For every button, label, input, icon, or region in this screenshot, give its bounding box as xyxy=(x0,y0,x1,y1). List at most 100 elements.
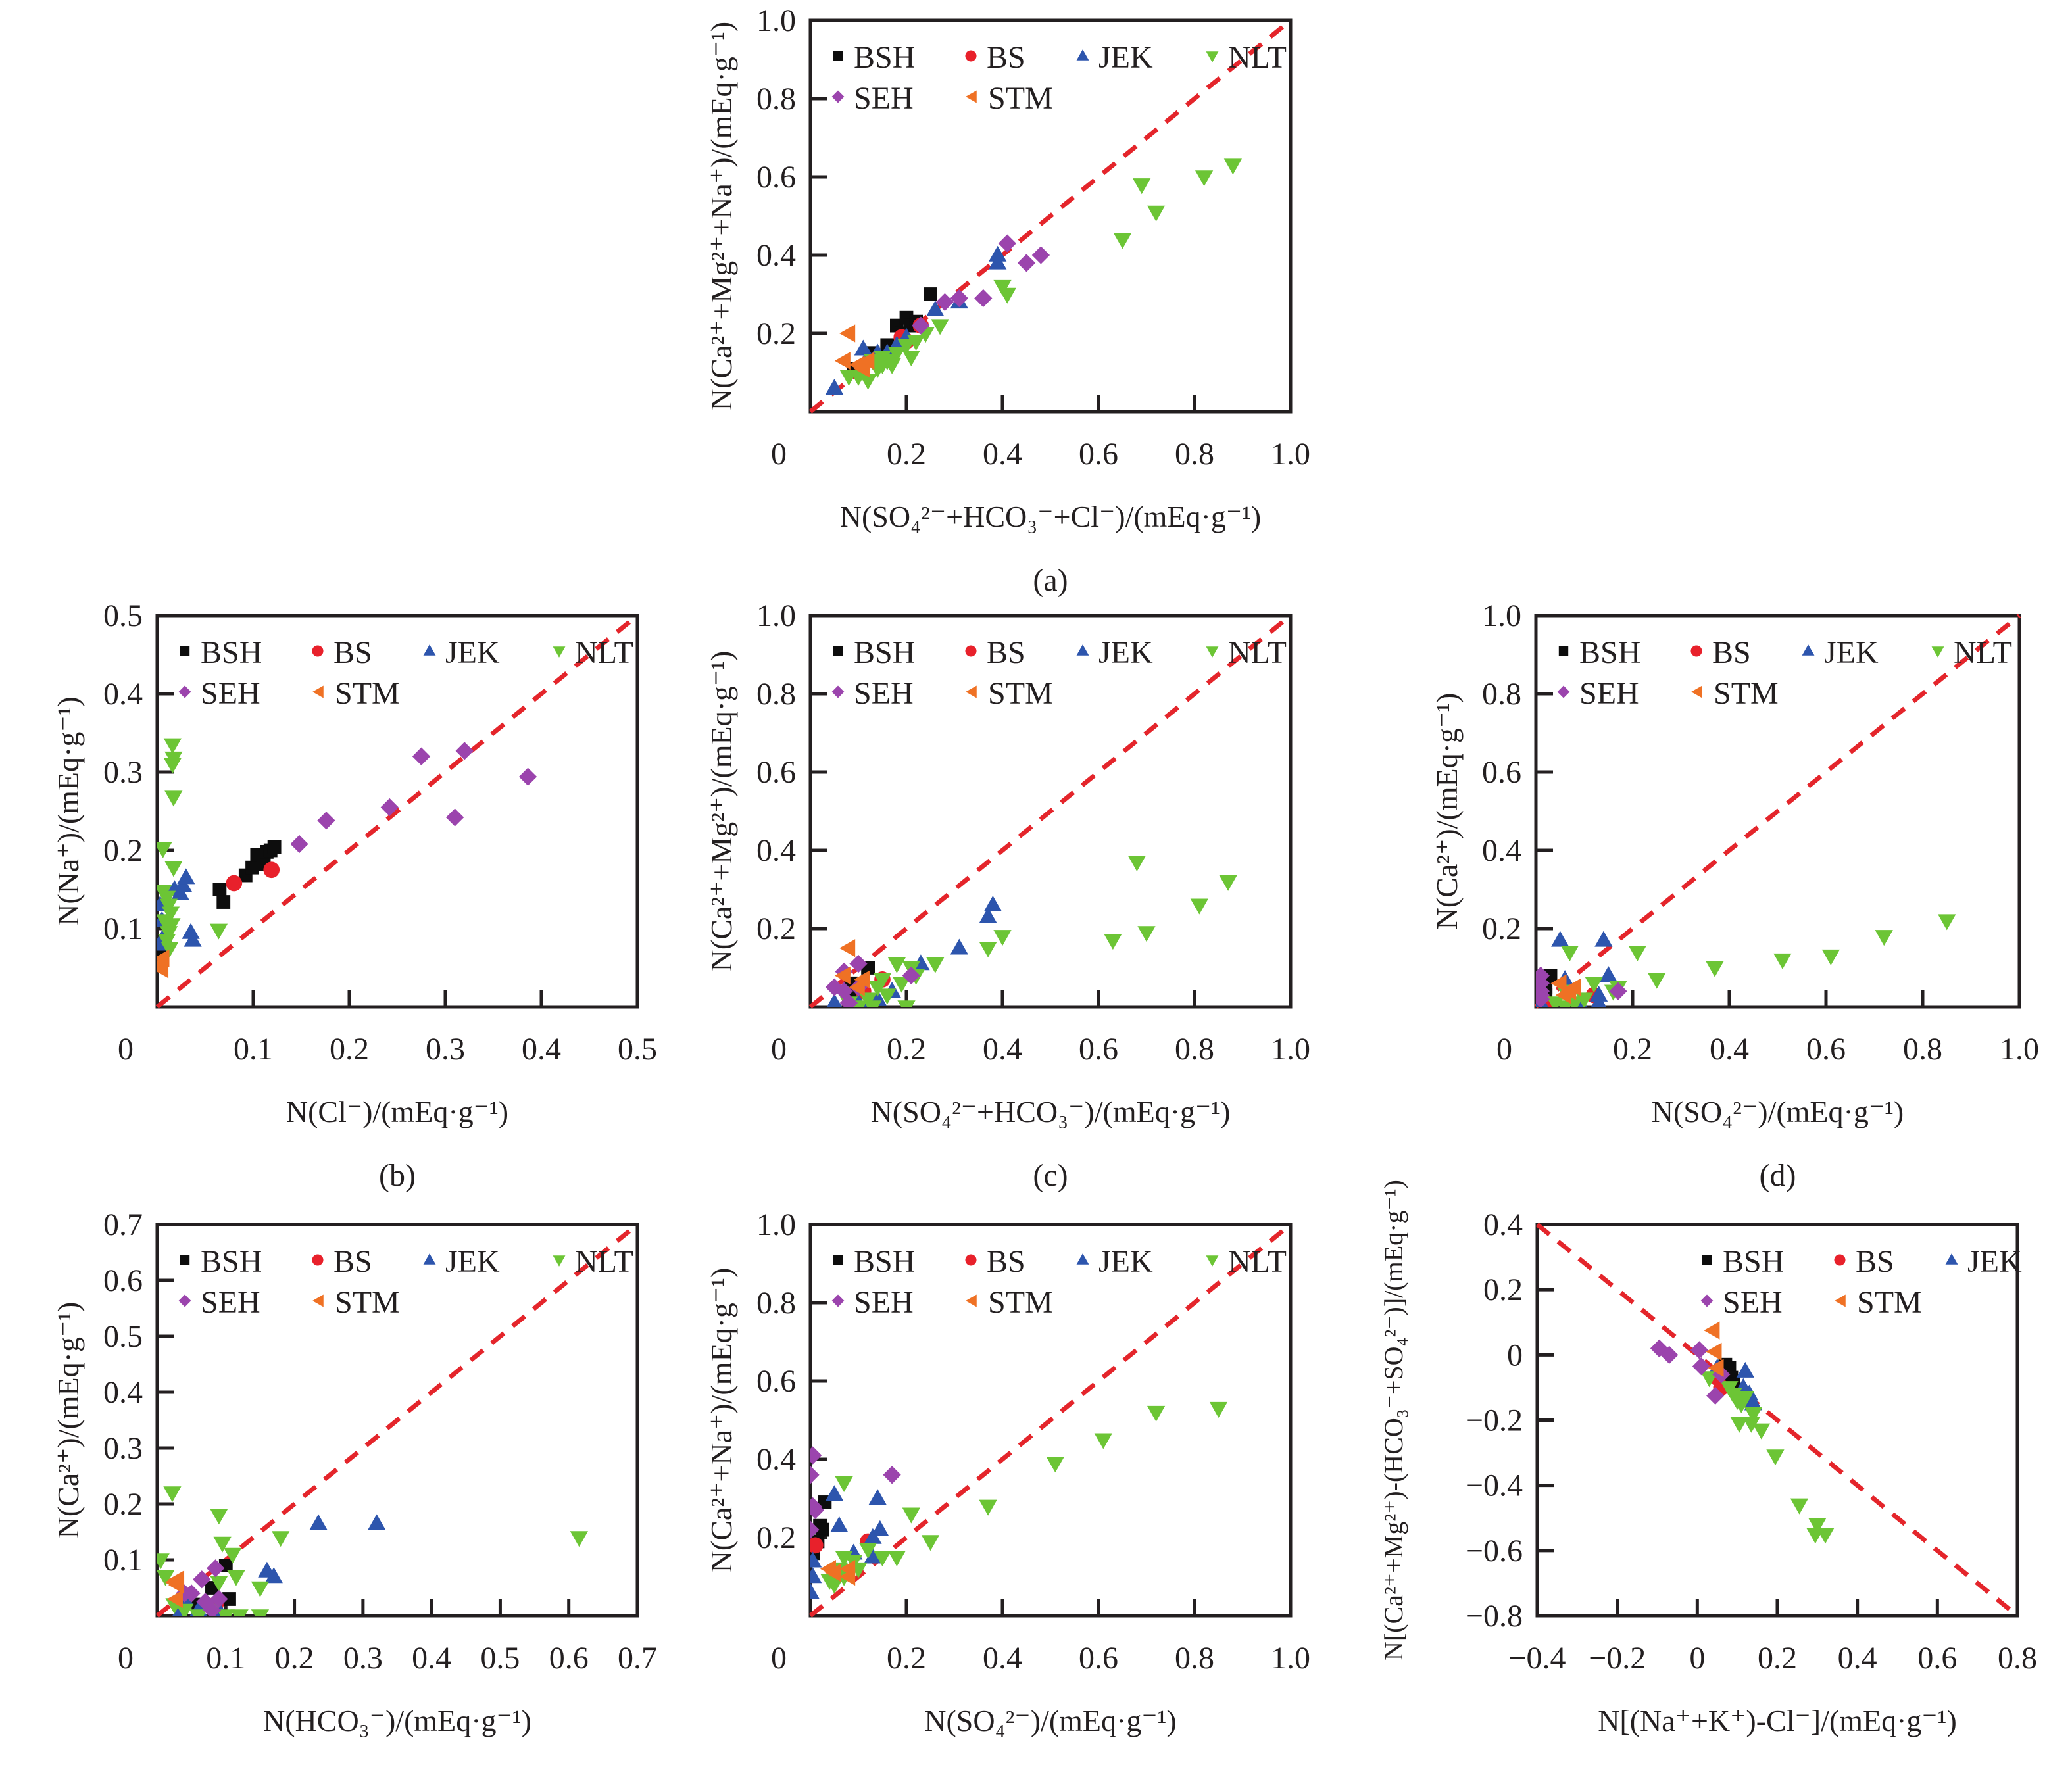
point-nlt xyxy=(189,1609,208,1616)
point-nlt xyxy=(1104,934,1122,950)
point-nlt xyxy=(1752,1423,1771,1440)
legend-marker-stm xyxy=(966,685,977,698)
one-to-one-reference-line xyxy=(1534,614,2021,1009)
point-seh xyxy=(1017,254,1036,272)
x-axis-title: N(HCO₃⁻)/(mEq·g⁻¹) xyxy=(263,1704,531,1737)
point-nlt xyxy=(251,1609,270,1616)
point-nlt xyxy=(1773,953,1792,969)
y-tick-label: −0.6 xyxy=(1466,1534,1523,1568)
y-tick-label: 1.0 xyxy=(756,3,796,38)
point-jek xyxy=(1594,931,1613,947)
point-bsh xyxy=(1543,969,1558,982)
point-nlt xyxy=(1742,1417,1761,1433)
point-bsh xyxy=(212,883,227,896)
y-tick-label: 0.1 xyxy=(103,911,143,946)
legend-marker-stm xyxy=(966,1294,977,1307)
point-nlt xyxy=(1938,914,1956,931)
y-tick-label: 0.1 xyxy=(103,1543,143,1578)
point-stm xyxy=(1555,986,1571,1004)
legend-label-bsh: BSH xyxy=(201,635,262,670)
point-stm xyxy=(1550,974,1567,992)
x-tick-label: 0.6 xyxy=(1079,1641,1118,1676)
y-tick-label: 0.5 xyxy=(103,1319,143,1354)
y-tick-label: 0.3 xyxy=(103,755,143,790)
point-stm xyxy=(1708,1359,1724,1377)
point-nlt xyxy=(926,957,945,973)
point-seh xyxy=(380,798,399,817)
x-tick-label: 0.2 xyxy=(887,1032,926,1067)
y-tick-label: 0.4 xyxy=(756,1442,796,1477)
point-seh xyxy=(455,742,474,760)
legend-marker-nlt xyxy=(1206,51,1219,62)
point-seh xyxy=(445,808,464,827)
legend-marker-bsh xyxy=(833,1255,843,1265)
plot-frame xyxy=(1534,614,2021,1009)
point-nlt xyxy=(883,358,901,374)
panel-e: 0 0.1 0.2 0.3 0.4 0.5 0.6 0.7 0.1 0.2 0.3 0.4 0.5 0.6… xyxy=(51,1207,657,1769)
legend-label-nlt: NLT xyxy=(1954,635,2012,670)
point-seh xyxy=(196,1593,214,1611)
point-seh xyxy=(1692,1357,1711,1376)
legend-marker-seh xyxy=(831,685,845,698)
legend-label-jek: JEK xyxy=(1098,40,1153,75)
point-nlt xyxy=(1127,856,1147,872)
point-nlt xyxy=(864,1000,882,1007)
point-seh xyxy=(974,289,993,308)
legend-label-seh: SEH xyxy=(854,676,914,711)
point-nlt xyxy=(157,1570,175,1586)
y-tick-label: 0.6 xyxy=(1482,755,1521,790)
point-seh xyxy=(849,954,868,973)
legend-marker-nlt xyxy=(1931,646,1944,658)
x-axis-title: N(SO₄²⁻+HCO₃⁻+Cl⁻)/(mEq·g⁻¹) xyxy=(840,500,1262,533)
legend-label-nlt: NLT xyxy=(1228,635,1287,670)
legend-marker-jek xyxy=(1076,644,1089,656)
point-nlt xyxy=(887,347,906,363)
point-bsh xyxy=(245,860,259,875)
x-tick-label: 0.2 xyxy=(330,1032,369,1067)
point-bsh xyxy=(216,895,231,909)
x-tick-label: 0.8 xyxy=(1175,1641,1214,1676)
legend-marker-jek xyxy=(423,1253,436,1265)
x-tick-label: 1.0 xyxy=(1271,1032,1310,1067)
x-tick-label: 0.4 xyxy=(412,1641,451,1676)
point-nlt xyxy=(873,1551,892,1567)
x-tick-label: 0 xyxy=(771,437,787,472)
x-tick-label: 0.6 xyxy=(1806,1032,1846,1067)
point-nlt xyxy=(858,374,877,390)
point-nlt xyxy=(251,1581,270,1597)
panel-g: −0.4 −0.2 0 0.2 0.4 0.6 0.8 −0.8 −0.6 −0.4 −0.2 0 0.… xyxy=(1379,1180,2037,1769)
x-tick-label: 0.3 xyxy=(426,1032,465,1067)
point-jek xyxy=(825,379,844,395)
point-nlt xyxy=(1137,926,1156,942)
point-nlt xyxy=(1113,233,1132,249)
point-seh xyxy=(290,835,308,854)
panel-label: (b) xyxy=(379,1158,416,1193)
legend-label-seh: SEH xyxy=(201,1285,260,1320)
data-markers xyxy=(157,738,537,979)
legend-label-stm: STM xyxy=(335,676,400,711)
point-nlt xyxy=(897,339,916,355)
data-markers xyxy=(157,1486,589,1616)
point-stm xyxy=(1706,1342,1722,1361)
point-jek xyxy=(1551,931,1569,947)
point-nlt xyxy=(176,1603,194,1616)
point-jek xyxy=(264,1567,283,1584)
point-seh xyxy=(883,1466,901,1484)
legend-label-bsh: BSH xyxy=(1723,1244,1784,1279)
point-nlt xyxy=(1585,977,1603,993)
point-nlt xyxy=(216,1609,235,1616)
point-nlt xyxy=(1195,170,1214,187)
legend-marker-bsh xyxy=(180,646,190,656)
y-tick-label: −0.4 xyxy=(1466,1468,1523,1503)
y-tick-label: 0.3 xyxy=(103,1431,143,1466)
point-seh xyxy=(206,1559,225,1578)
y-axis-title: N(Ca²⁺)/(mEq·g⁻¹) xyxy=(51,1302,85,1539)
legend-marker-jek xyxy=(423,644,436,656)
legend-label-bs: BS xyxy=(987,635,1025,670)
legend-label-bs: BS xyxy=(1856,1244,1894,1279)
point-nlt xyxy=(906,335,925,351)
point-stm xyxy=(839,1567,856,1586)
